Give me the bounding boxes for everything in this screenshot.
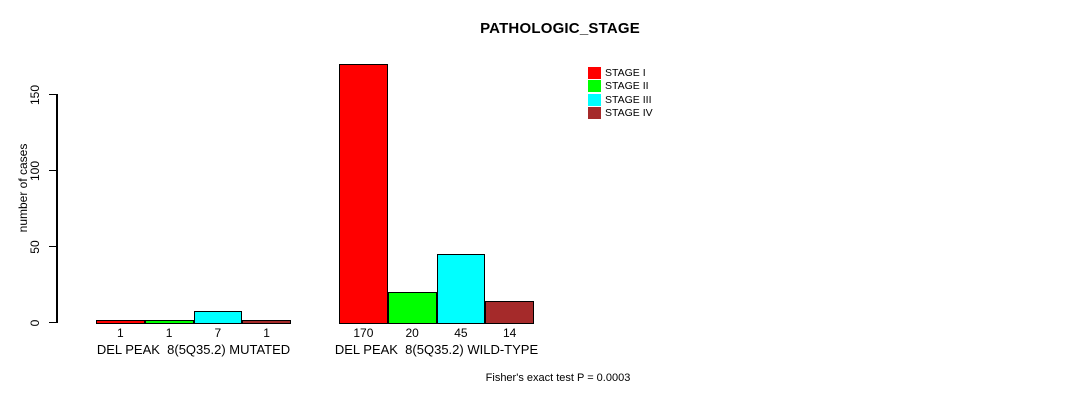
y-tick-label-0: 0 [28,319,42,326]
bar-del-peak-8-5q35-2-mutated-stage-iii [193,311,243,324]
y-tick-150 [48,93,57,96]
legend-item-stage-ii: STAGE II [588,80,653,94]
legend-label: STAGE III [605,93,652,106]
bar-del-peak-8-5q35-2-wild-type-stage-i [339,63,388,324]
bar-del-peak-8-5q35-2-mutated-stage-iv [242,320,291,324]
legend-swatch-icon [588,80,601,93]
bar-value-label: 1 [117,326,124,340]
y-tick-100 [48,169,57,172]
bar-value-label: 170 [353,326,374,340]
legend-swatch-icon [588,107,601,120]
bar-value-label: 20 [405,326,419,340]
bar-del-peak-8-5q35-2-mutated-stage-i [96,320,145,324]
legend-label: STAGE II [605,80,649,93]
y-axis-label: number of cases [16,143,30,233]
bar-value-label: 7 [214,326,222,340]
bar-del-peak-8-5q35-2-mutated-stage-ii [144,320,194,324]
bar-value-label: 1 [165,326,173,340]
y-axis-line [56,93,58,323]
legend-label: STAGE I [605,66,646,79]
bar-value-label: 45 [454,326,468,340]
group-label-del-peak-8-5q35-2-mutated: DEL PEAK 8(5Q35.2) MUTATED [96,342,291,357]
chart-title: PATHOLOGIC_STAGE [480,20,640,37]
bar-del-peak-8-5q35-2-wild-type-stage-ii [387,291,437,324]
legend-item-stage-i: STAGE I [588,66,653,80]
fisher-test-annotation: Fisher's exact test P = 0.0003 [485,372,631,384]
y-tick-label-150: 150 [28,84,42,105]
bar-del-peak-8-5q35-2-wild-type-stage-iii [436,253,486,324]
y-tick-label-50: 50 [28,239,42,254]
legend-swatch-icon [588,93,601,106]
y-tick-50 [48,245,57,248]
legend-item-stage-iii: STAGE III [588,93,653,107]
bar-value-label: 1 [263,326,270,340]
legend: STAGE I STAGE II STAGE III STAGE IV [588,66,653,120]
group-label-del-peak-8-5q35-2-wild-type: DEL PEAK 8(5Q35.2) WILD-TYPE [334,342,539,357]
legend-swatch-icon [588,66,601,79]
bar-del-peak-8-5q35-2-wild-type-stage-iv [485,300,534,324]
legend-label: STAGE IV [605,107,653,120]
y-tick-0 [48,321,57,324]
legend-item-stage-iv: STAGE IV [588,107,653,121]
y-tick-label-100: 100 [28,160,42,181]
bar-value-label: 14 [502,326,517,340]
